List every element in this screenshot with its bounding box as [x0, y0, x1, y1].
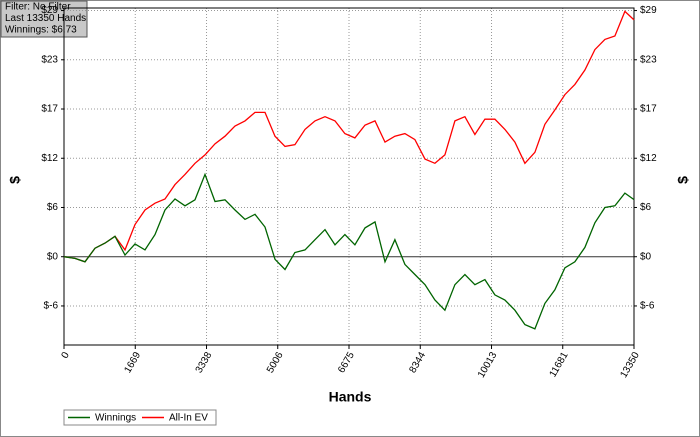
- y2-tick-label: $12: [640, 153, 657, 164]
- y2-tick-label: $6: [640, 202, 652, 213]
- y-tick-label: $17: [41, 104, 58, 115]
- y-tick-label: $23: [41, 54, 58, 65]
- y2-axis-label: $: [675, 176, 691, 184]
- legend-label: All-In EV: [169, 413, 208, 424]
- y2-tick-label: $23: [640, 54, 657, 65]
- y2-tick-label: $29: [640, 5, 657, 16]
- legend-label: Winnings: [95, 413, 136, 424]
- plot-border: [63, 7, 635, 346]
- series-line: [63, 172, 635, 330]
- filter-box-bg: [0, 0, 88, 38]
- filter-text: Filter: No Filter: [5, 2, 71, 13]
- legend: [63, 409, 217, 426]
- y-tick-label: $0: [47, 251, 59, 262]
- y-tick-label: $6: [47, 202, 59, 213]
- filter-text: Winnings: $6.73: [5, 25, 77, 36]
- y2-tick-label: $-6: [640, 301, 655, 312]
- y-tick-label: $12: [41, 153, 58, 164]
- x-axis-label: Hands: [329, 389, 372, 405]
- y2-tick-label: $0: [640, 251, 652, 262]
- x-tick-label: 0: [60, 350, 73, 361]
- filter-text: Last 13350 Hands: [5, 13, 86, 24]
- y-tick-label: $-6: [44, 301, 59, 312]
- y2-tick-label: $17: [640, 104, 657, 115]
- y-tick-label: $29: [41, 5, 58, 16]
- series-line: [63, 10, 635, 263]
- y-axis-label: $: [7, 176, 23, 184]
